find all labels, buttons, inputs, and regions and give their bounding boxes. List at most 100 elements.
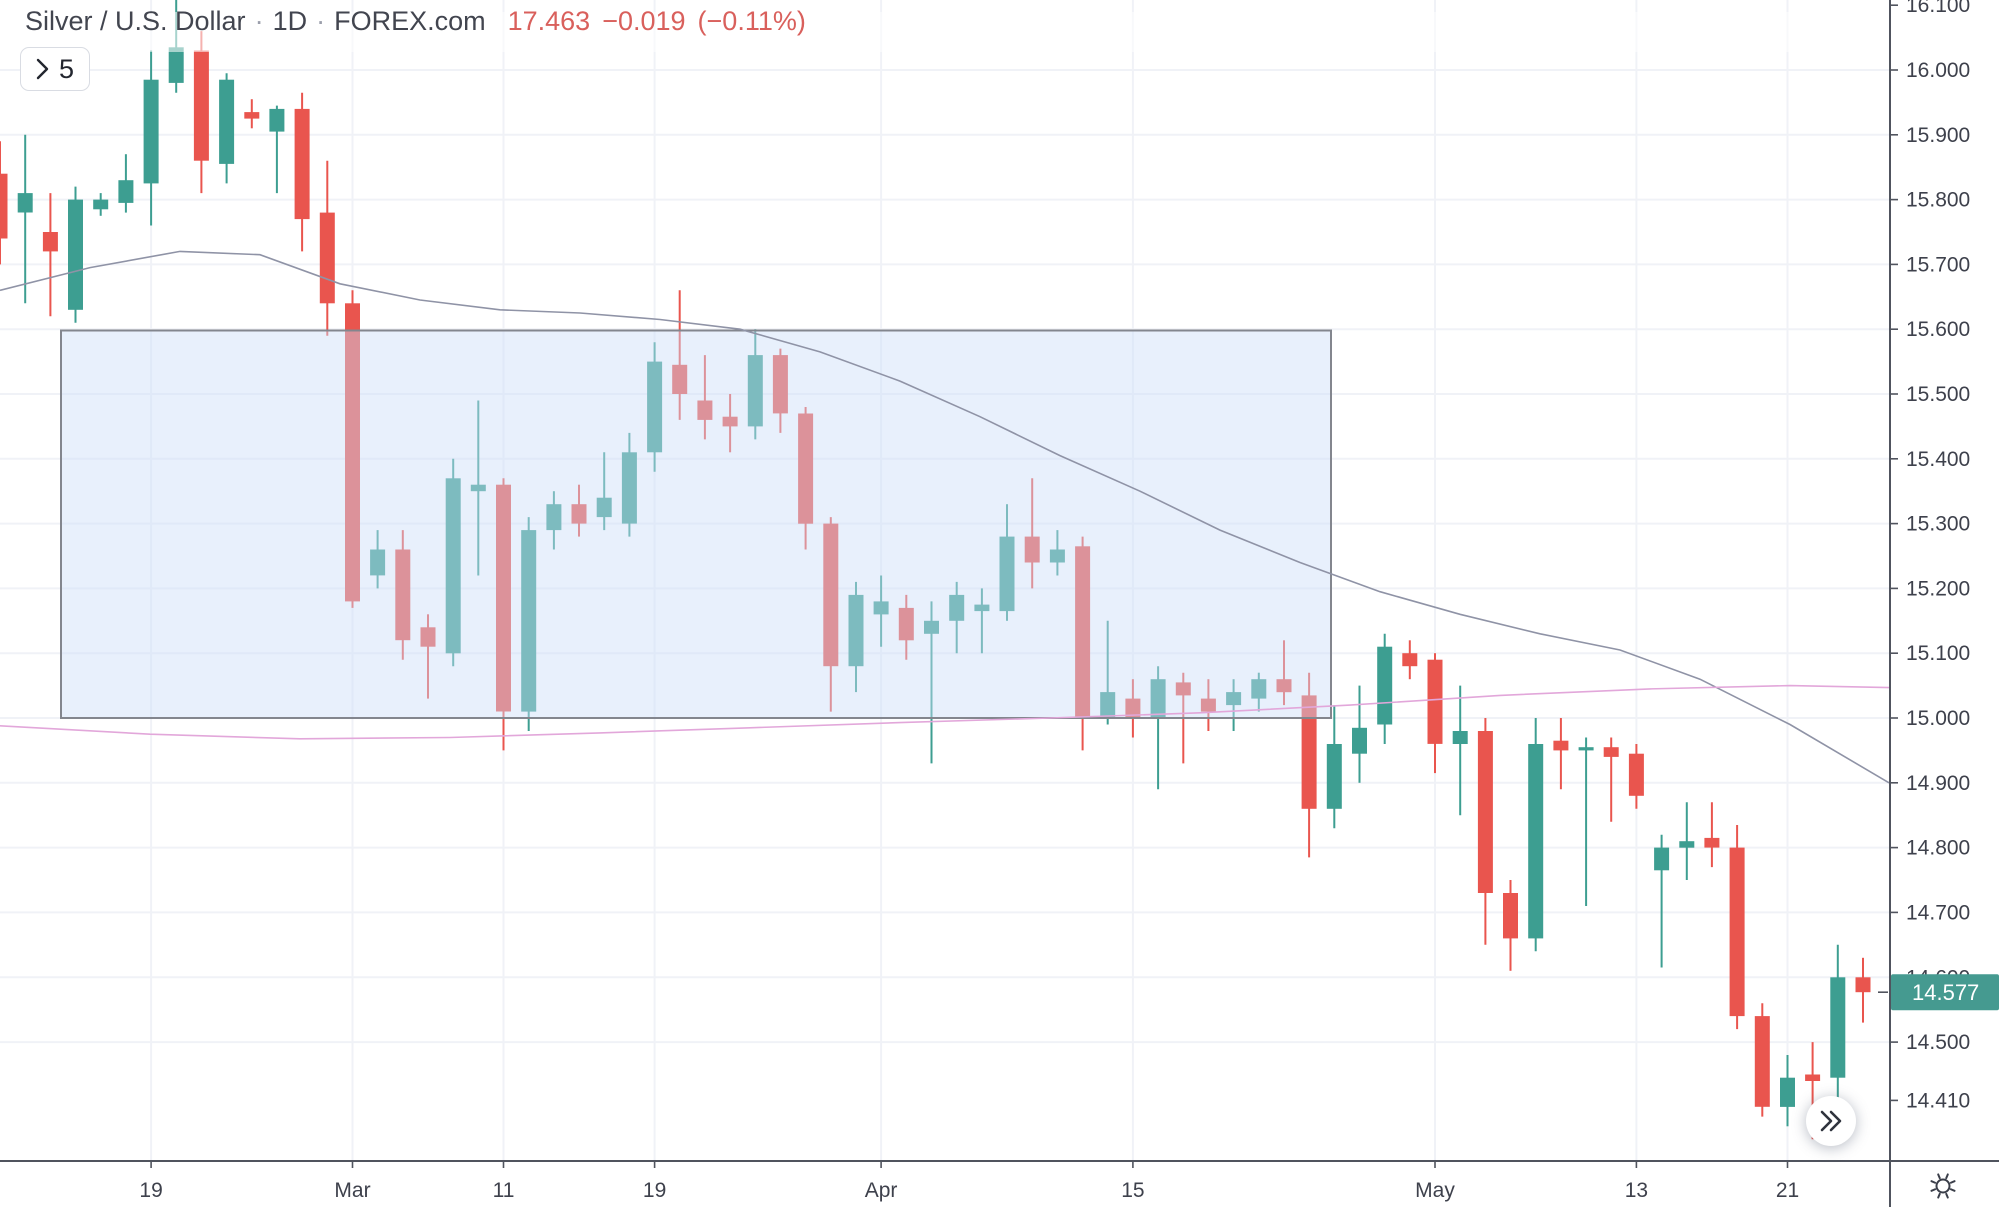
chevron-right-icon [36,58,49,80]
candle[interactable] [118,154,134,213]
price-axis[interactable] [1891,0,1999,1207]
selection-box[interactable] [60,329,1332,719]
candle[interactable] [1125,679,1141,738]
candle[interactable] [1226,679,1242,731]
candle[interactable] [647,342,663,472]
candle[interactable] [1301,672,1317,858]
svg-text:15.200: 15.200 [1906,577,1970,600]
candle[interactable] [219,73,235,184]
svg-text:14.700: 14.700 [1906,901,1970,924]
legend-expand-button[interactable]: 5 [20,47,90,91]
svg-text:21: 21 [1776,1179,1799,1202]
svg-text:19: 19 [139,1179,162,1202]
candle[interactable] [1049,530,1065,576]
svg-text:14.900: 14.900 [1906,772,1970,795]
candle[interactable] [1855,957,1871,1023]
svg-text:14.410: 14.410 [1906,1089,1970,1112]
candle[interactable] [1528,718,1544,952]
candle[interactable] [823,517,839,712]
candle[interactable] [1100,620,1116,725]
candle[interactable] [1553,718,1569,790]
candle[interactable] [848,581,864,693]
candle[interactable] [722,394,738,453]
candle[interactable] [898,594,914,660]
svg-text:13: 13 [1625,1179,1648,1202]
time-axis-labels: 19 Mar 11 19 Apr 15 May 13 21 [139,1161,1799,1202]
candle[interactable] [772,348,788,433]
candle[interactable] [0,141,8,265]
candle[interactable] [1377,633,1393,744]
candle[interactable] [1780,1055,1795,1127]
candle[interactable] [546,491,562,550]
time-axis[interactable] [0,1162,1999,1207]
candle[interactable] [1200,679,1216,731]
candle[interactable] [1830,944,1846,1101]
candle[interactable] [1276,640,1292,706]
candle[interactable] [370,530,386,589]
candle[interactable] [798,407,814,550]
candle[interactable] [974,588,990,654]
candle[interactable] [17,134,33,304]
candle[interactable] [93,193,109,216]
candle[interactable] [697,355,713,440]
svg-text:15.300: 15.300 [1906,513,1970,536]
svg-text:19: 19 [643,1179,666,1202]
candle[interactable] [470,400,486,576]
candle[interactable] [1352,685,1367,783]
candle[interactable] [999,504,1015,621]
svg-text:16.100: 16.100 [1906,0,1970,17]
candle[interactable] [1326,705,1342,829]
candle[interactable] [445,458,461,667]
candle[interactable] [1729,825,1745,1030]
svg-text:15.500: 15.500 [1906,383,1970,406]
candle[interactable] [1427,653,1443,774]
svg-text:15.700: 15.700 [1906,253,1970,276]
candle[interactable] [193,31,209,194]
candle[interactable] [873,575,889,647]
candle[interactable] [1628,744,1644,809]
candle[interactable] [420,614,436,699]
candle[interactable] [345,290,360,608]
scroll-to-recent-button[interactable] [1806,1096,1856,1146]
candle[interactable] [521,517,537,731]
candle[interactable] [1654,834,1670,968]
candle[interactable] [571,484,587,537]
candle[interactable] [1503,880,1518,971]
candle[interactable] [42,193,58,317]
last-price-label: 14.577 [1878,974,1999,1011]
candle[interactable] [1024,478,1040,589]
settings-button[interactable] [1922,1166,1964,1206]
candle[interactable] [1603,737,1619,822]
candle[interactable] [143,50,159,226]
header-fade-strip [0,12,1890,52]
candle[interactable] [1679,802,1695,880]
candle[interactable] [1251,672,1267,712]
candle[interactable] [294,92,310,252]
candle[interactable] [621,432,637,537]
candle[interactable] [395,530,411,660]
candle[interactable] [747,329,763,440]
candle[interactable] [1075,536,1091,751]
svg-text:Mar: Mar [334,1179,370,1202]
candle[interactable] [672,290,688,420]
candle[interactable] [1402,640,1418,680]
candle[interactable] [68,186,83,323]
candle[interactable] [1704,802,1720,868]
candle[interactable] [596,452,612,531]
candle[interactable] [1452,685,1468,816]
candle[interactable] [1754,1003,1770,1117]
candle[interactable] [496,478,511,751]
indicator-count-label: 5 [58,53,75,84]
candle[interactable] [949,581,965,654]
candle[interactable] [319,160,335,336]
candle[interactable] [244,99,260,129]
candle[interactable] [1477,718,1493,945]
candle[interactable] [1150,666,1166,790]
candle[interactable] [924,601,939,764]
gear-icon [1930,1173,1956,1199]
ma-pink-line [0,684,1890,740]
svg-text:15.900: 15.900 [1906,124,1970,147]
candle[interactable] [1578,737,1594,907]
candle[interactable] [269,105,285,194]
